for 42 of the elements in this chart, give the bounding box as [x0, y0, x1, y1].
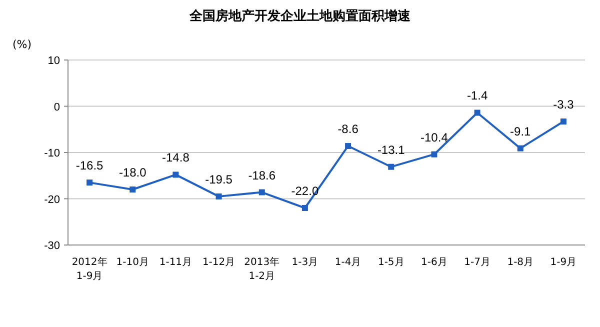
- data-label: -3.3: [553, 98, 574, 112]
- x-tick-label: 2013年 1-2月: [244, 256, 280, 282]
- x-tick-label: 1-12月: [202, 257, 236, 268]
- y-tick-label: -10: [44, 148, 60, 160]
- data-label: -19.5: [205, 172, 233, 186]
- point: [345, 143, 352, 150]
- x-tick-label: 1-11月: [159, 257, 192, 268]
- data-label: -13.1: [377, 142, 406, 157]
- point: [172, 172, 179, 178]
- data-label: -8.6: [338, 122, 359, 136]
- x-tick-label: 1-5月: [378, 257, 404, 268]
- y-tick-label: 10: [48, 55, 60, 67]
- data-label: -14.8: [162, 150, 190, 165]
- chart-title: 全国房地产开发企业土地购置面积增速: [188, 8, 412, 24]
- x-tick-label: 2012年 1-9月: [72, 256, 108, 282]
- x-tick-label: 1-10月: [116, 257, 149, 268]
- x-tick-label: 1-9月: [550, 257, 577, 268]
- point: [216, 193, 222, 200]
- y-tick-label: 0: [54, 101, 60, 114]
- y-tick-label: -20: [44, 194, 60, 206]
- y-axis-title: (%): [12, 38, 32, 51]
- point: [474, 110, 480, 116]
- point: [431, 151, 438, 158]
- point: [517, 145, 524, 152]
- y-tick-label: -30: [44, 240, 60, 252]
- x-tick-label: 1-8月: [507, 257, 534, 268]
- data-label: -10.4: [420, 130, 448, 144]
- data-label: -18.0: [118, 166, 147, 180]
- x-tick-label: 1-6月: [421, 257, 448, 268]
- data-label: -16.5: [76, 158, 104, 173]
- point: [302, 205, 308, 211]
- data-label: -9.1: [510, 124, 532, 138]
- point: [388, 164, 394, 170]
- x-tick-label: 1-3月: [292, 257, 318, 268]
- x-tick-label: 1-7月: [464, 257, 490, 268]
- x-tick-label: 1-4月: [334, 257, 362, 268]
- point: [130, 186, 136, 192]
- point: [86, 180, 93, 186]
- data-label: -1.4: [466, 88, 488, 103]
- point: [258, 189, 265, 196]
- data-label: -18.6: [248, 168, 276, 182]
- point: [560, 118, 566, 125]
